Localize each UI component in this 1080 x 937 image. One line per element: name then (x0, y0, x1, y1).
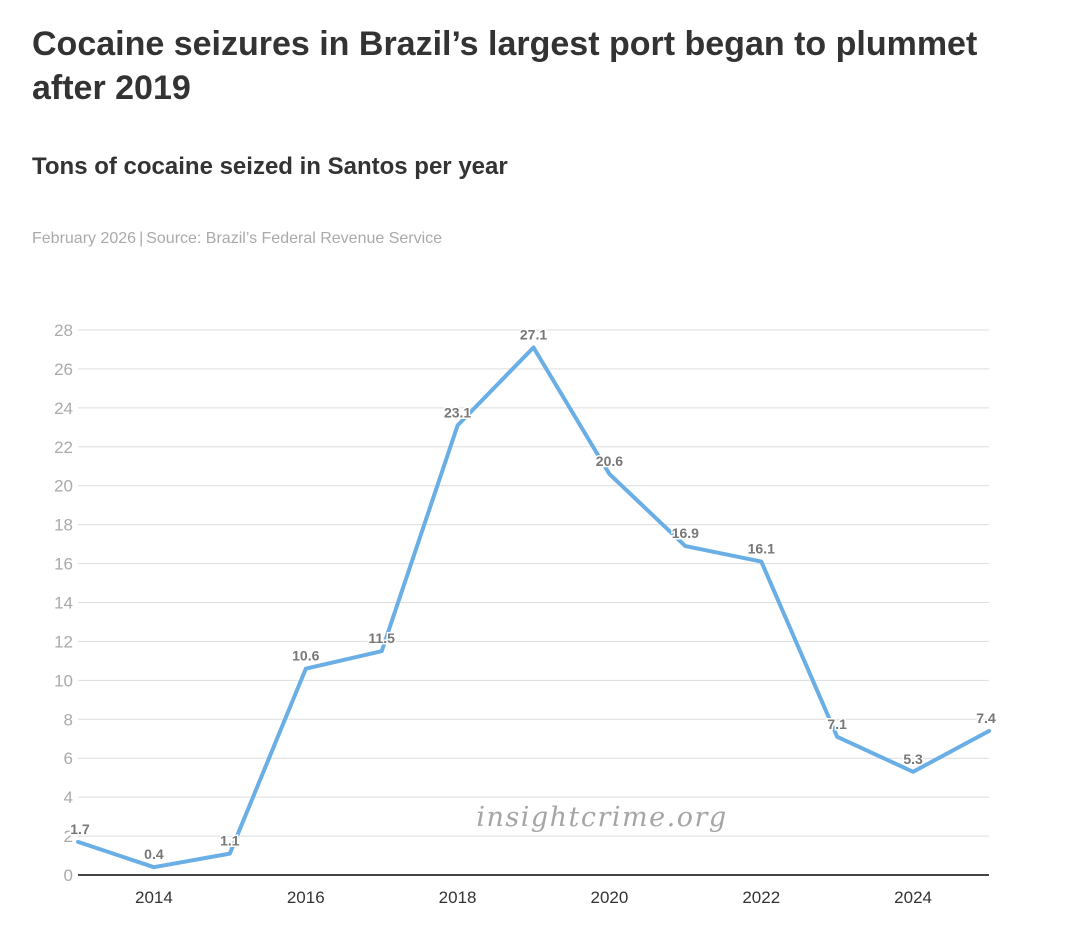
chart-meta: February 2026 | Source: Brazil’s Federal R… (32, 229, 442, 249)
data-label-2015: 1.1 (220, 833, 240, 849)
data-labels: 1.7 0.4 1.1 10.6 11.5 23.1 27.1 20.6 16.9 16.1 7.1… (69, 325, 998, 864)
y-tick-label: 0 (64, 866, 73, 885)
y-tick-label: 6 (64, 749, 73, 768)
data-label-2018: 23.1 (444, 404, 471, 420)
x-tick-label: 2016 (287, 888, 325, 907)
series-line (76, 345, 991, 870)
y-tick-label: 8 (64, 710, 73, 729)
data-label-2021: 16.9 (672, 525, 699, 541)
x-tick-label: 2018 (439, 888, 477, 907)
gridlines (78, 329, 989, 837)
data-label-2016: 10.6 (292, 648, 319, 664)
x-tick-label: 2024 (894, 888, 932, 907)
y-tick-label: 10 (54, 671, 73, 690)
y-tick-label: 22 (54, 438, 73, 457)
data-label-2023: 7.1 (827, 716, 847, 732)
data-label-2017: 11.5 (368, 630, 395, 646)
x-tick-label: 2022 (742, 888, 780, 907)
x-tick-label: 2014 (135, 888, 173, 907)
data-label-2025: 7.4 (976, 710, 996, 726)
data-label-2013: 1.7 (70, 821, 90, 837)
source-note: Source: Brazil’s Federal Revenue Service (146, 230, 443, 247)
publication-date: February 2026 (32, 230, 137, 247)
chart-title: Cocaine seizures in Brazil’s largest por… (32, 25, 978, 107)
y-tick-label: 12 (54, 632, 73, 651)
y-tick-label: 24 (54, 399, 73, 418)
data-label-2020: 20.6 (596, 453, 623, 469)
y-tick-label: 20 (54, 477, 73, 496)
meta-separator: | (139, 230, 144, 247)
y-tick-label: 16 (54, 555, 73, 574)
y-tick-label: 4 (64, 788, 73, 807)
chart-subtitle: Tons of cocaine seized in Santos per yea… (32, 153, 508, 180)
watermark: insightcrime.org (476, 802, 727, 833)
y-tick-label: 26 (54, 360, 73, 379)
data-label-2014: 0.4 (144, 846, 164, 862)
y-tick-label: 2 (64, 827, 73, 846)
x-tick-label: 2020 (591, 888, 629, 907)
y-tick-label: 18 (54, 516, 73, 535)
y-tick-label: 14 (54, 594, 73, 613)
x-axis-ticks: 2014 2016 2018 2020 2022 2024 (135, 888, 932, 907)
data-label-2024: 5.3 (903, 751, 923, 767)
data-label-2019: 27.1 (520, 327, 547, 343)
data-label-2022: 16.1 (748, 541, 775, 557)
y-tick-label: 28 (54, 321, 73, 340)
